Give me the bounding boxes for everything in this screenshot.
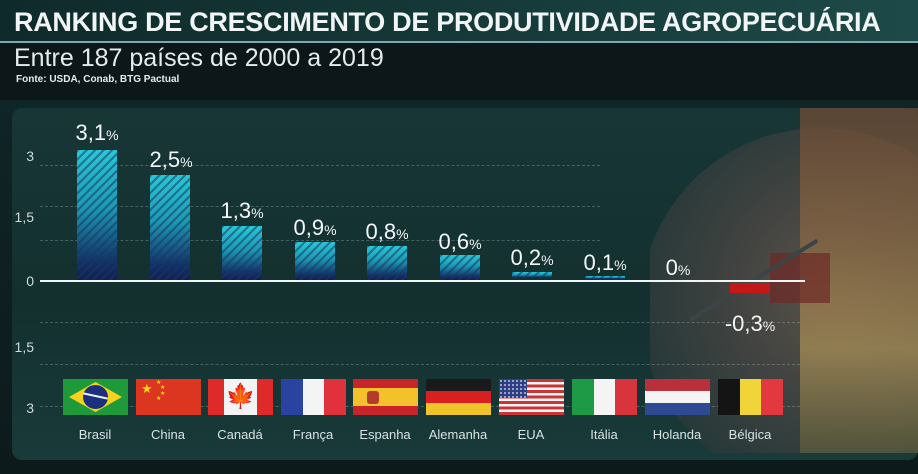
value-label-alemanha: 0,6% — [438, 229, 482, 254]
country-label-holanda: Holanda — [652, 427, 702, 442]
value-label-espanha: 0,8% — [365, 219, 409, 244]
country-label-espanha: Espanha — [359, 427, 411, 442]
chart-subtitle: Entre 187 países de 2000 a 2019 — [14, 44, 384, 72]
ytick-1-5: 1,5 — [14, 209, 34, 225]
bar-canada[interactable] — [222, 226, 262, 280]
value-label-china: 2,5% — [149, 147, 193, 172]
ytick-3: 3 — [26, 148, 34, 164]
bar-italia[interactable] — [585, 276, 625, 279]
value-label-franca: 0,9% — [293, 215, 337, 240]
value-label-holanda: 0% — [665, 255, 691, 280]
italy-flag-icon — [572, 379, 637, 415]
country-label-franca: França — [292, 427, 334, 442]
france-flag-icon — [281, 379, 346, 415]
gridline-3 — [40, 165, 600, 166]
value-label-eua: 0,2% — [510, 245, 554, 270]
country-label-eua: EUA — [517, 427, 545, 442]
china-flag-icon: ★ ★ ★ ★ ★ — [136, 379, 201, 415]
bar-franca[interactable] — [295, 242, 335, 280]
gridline-1 — [40, 240, 600, 241]
value-label-italia: 0,1% — [583, 250, 627, 275]
ytick-neg-1-5: 1,5 — [14, 339, 34, 355]
bar-china[interactable] — [150, 175, 190, 280]
gridline-2 — [40, 206, 600, 207]
title-band — [0, 0, 918, 43]
country-label-brasil: Brasil — [78, 427, 112, 442]
belgium-flag-icon — [718, 379, 783, 415]
chart-title: RANKING DE CRESCIMENTO DE PRODUTIVIDADE … — [14, 7, 881, 37]
ytick-0: 0 — [26, 273, 34, 289]
germany-flag-icon — [426, 379, 491, 415]
subtitle-band — [0, 43, 918, 100]
value-label-canada: 1,3% — [220, 198, 264, 223]
country-label-belgica: Bélgica — [728, 427, 772, 442]
canada-flag-icon: 🍁 — [208, 379, 273, 415]
netherlands-flag-icon — [645, 379, 710, 415]
bar-belgica[interactable] — [730, 283, 770, 293]
value-label-brasil: 3,1% — [75, 120, 119, 145]
country-label-italia: Itália — [590, 427, 618, 442]
brazil-flag-icon — [63, 379, 128, 415]
bar-espanha[interactable] — [367, 246, 407, 280]
zero-baseline — [40, 280, 805, 282]
ytick-neg-3: 3 — [26, 400, 34, 416]
bar-alemanha[interactable] — [440, 255, 480, 280]
country-label-alemanha: Alemanha — [428, 427, 488, 442]
source-note: Fonte: USDA, Conab, BTG Pactual — [16, 74, 180, 85]
gridline-neg2 — [40, 364, 800, 365]
usa-flag-icon — [499, 379, 564, 415]
country-label-china: China — [151, 427, 185, 442]
value-label-belgica: -0,3% — [724, 311, 776, 336]
bar-eua[interactable] — [512, 272, 552, 278]
spain-flag-icon — [353, 379, 418, 415]
gridline-neg3 — [40, 406, 800, 407]
gridline-neg1 — [40, 322, 800, 323]
bar-brasil[interactable] — [77, 150, 117, 280]
country-label-canada: Canadá — [217, 427, 263, 442]
